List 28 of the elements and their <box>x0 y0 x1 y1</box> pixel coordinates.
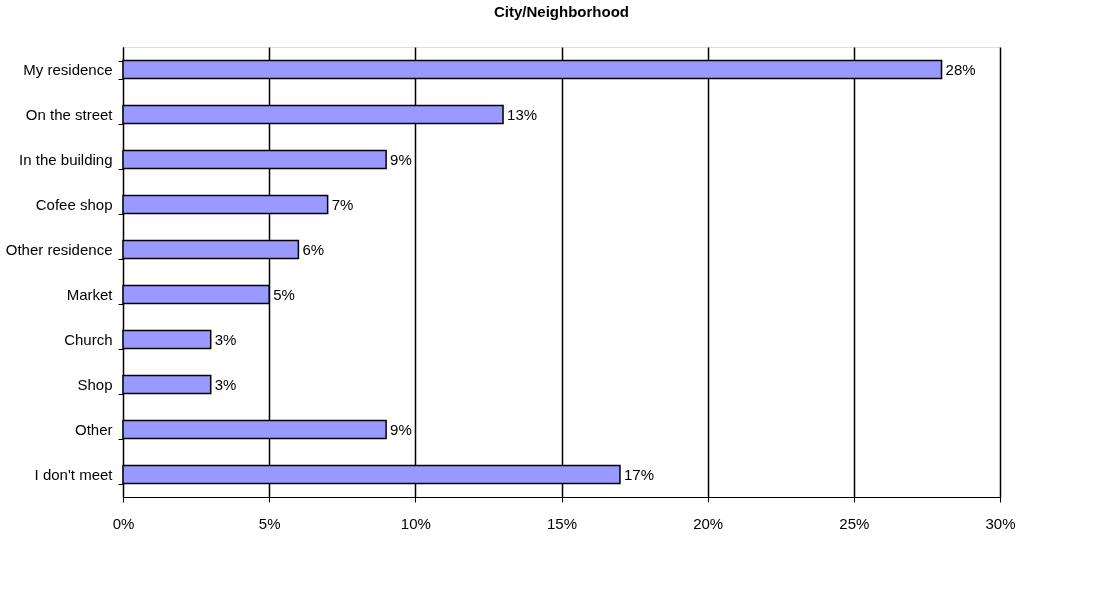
data-label: 9% <box>390 420 412 438</box>
y-tick-label: On the street <box>25 106 114 123</box>
data-label: 3% <box>214 375 237 393</box>
data-label: 6% <box>302 240 325 258</box>
y-tick-label: Church <box>64 331 113 348</box>
data-label: 7% <box>331 195 354 213</box>
data-label: 28% <box>945 60 976 78</box>
y-tick-label: In the building <box>19 151 113 168</box>
chart-title: City/Neighborhood <box>494 3 629 20</box>
y-tick-label: Market <box>66 286 114 303</box>
x-tick-label: 0% <box>112 514 135 532</box>
data-label: 17% <box>623 465 654 483</box>
x-tick-label: 10% <box>400 514 431 532</box>
y-tick-label: Other <box>74 421 113 438</box>
data-label: 9% <box>390 150 412 168</box>
x-tick-label: 30% <box>985 514 1016 532</box>
x-tick-label: 15% <box>546 514 578 532</box>
data-label: 13% <box>507 105 538 123</box>
y-tick-label: Shop <box>77 376 113 393</box>
data-label: 3% <box>214 330 237 348</box>
data-label: 5% <box>273 285 295 303</box>
y-tick-label: Other residence <box>5 241 113 258</box>
y-tick-label: Cofee shop <box>35 196 113 213</box>
x-tick-label: 25% <box>839 514 870 532</box>
x-tick-label: 5% <box>258 514 281 532</box>
y-tick-label: I don't meet <box>34 466 114 483</box>
y-tick-label: My residence <box>23 61 113 78</box>
x-tick-label: 20% <box>693 514 724 532</box>
